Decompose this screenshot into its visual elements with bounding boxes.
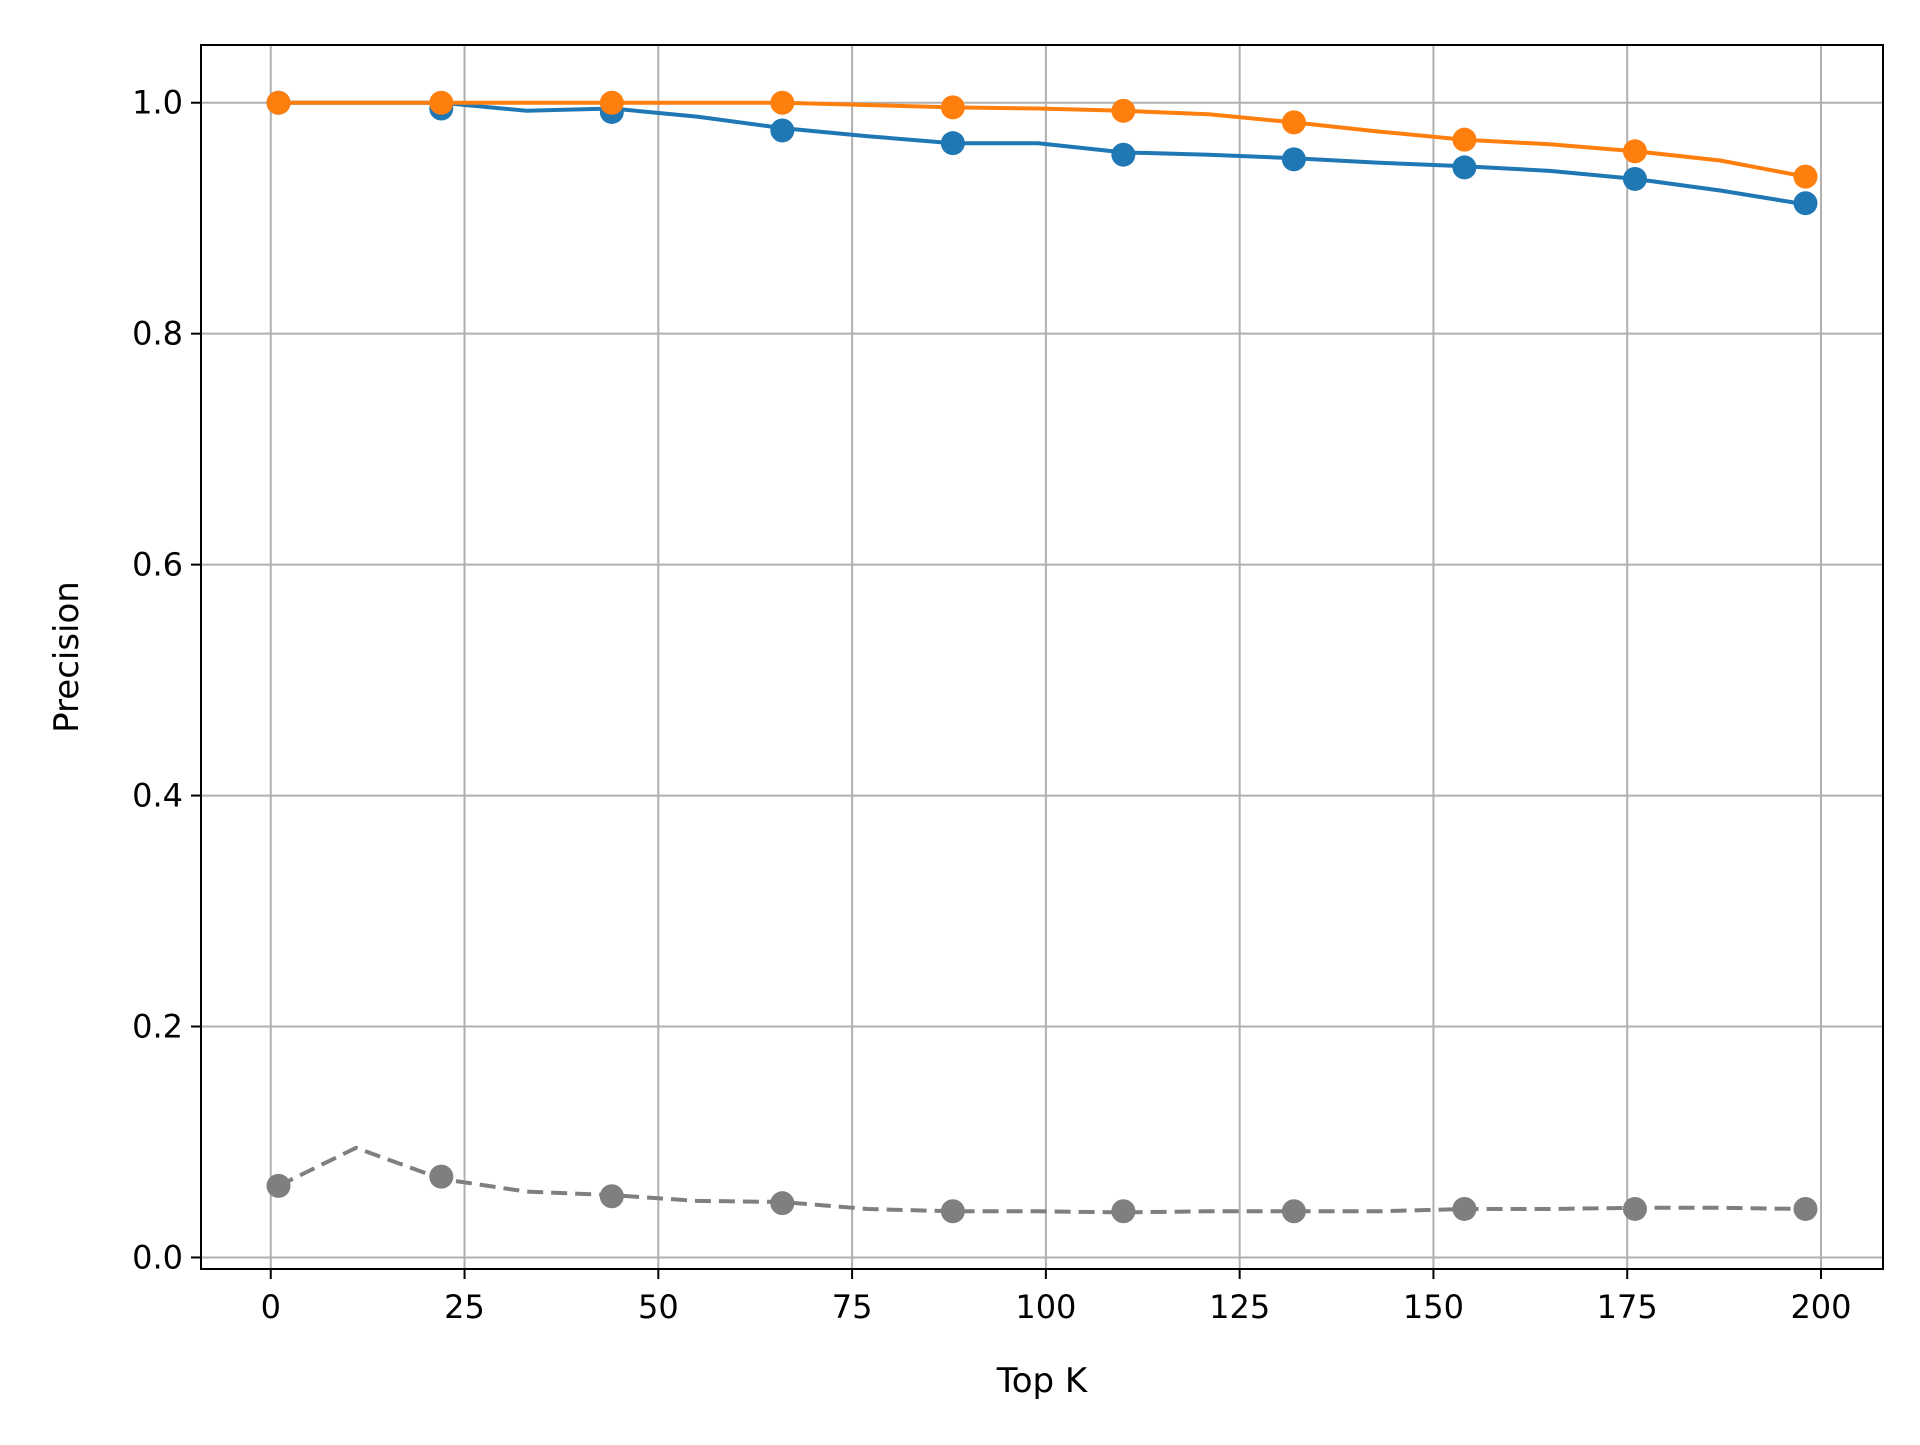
series-1-point <box>1793 191 1818 216</box>
series-3-point <box>429 1164 454 1189</box>
series-1-line <box>278 100 1806 207</box>
series-3-point <box>1452 1196 1477 1221</box>
series-3-line <box>277 1145 1806 1215</box>
y-tick-label: 0.8 <box>132 315 183 353</box>
y-tick-label: 0.2 <box>132 1008 183 1046</box>
y-tick-label: 0.6 <box>132 546 183 584</box>
x-tick-label: 175 <box>1597 1288 1658 1326</box>
series-1-point <box>1452 155 1477 180</box>
series-1-point <box>1281 147 1306 172</box>
series-3-point <box>599 1184 624 1209</box>
series-3-point <box>1622 1196 1647 1221</box>
series-2-point <box>1622 139 1647 164</box>
series-3-point <box>770 1191 795 1216</box>
series-3-point <box>1793 1196 1818 1221</box>
x-tick-label: 100 <box>1015 1288 1076 1326</box>
x-tick-label: 125 <box>1209 1288 1270 1326</box>
series-2-point <box>1281 110 1306 135</box>
series-2-line <box>278 100 1806 179</box>
series-2 <box>266 90 1818 189</box>
series-3-point <box>940 1199 965 1224</box>
x-tick-label: 50 <box>638 1288 679 1326</box>
x-axis-label: Top K <box>996 1361 1089 1401</box>
series-1-point <box>770 118 795 143</box>
x-tick-label: 0 <box>261 1288 281 1326</box>
plot-background <box>201 45 1883 1269</box>
y-tick-label: 1.0 <box>132 84 183 122</box>
series-3-point <box>1281 1199 1306 1224</box>
y-axis-label: Precision <box>47 581 87 733</box>
x-tick-label: 75 <box>832 1288 873 1326</box>
series-1-point <box>1111 142 1136 167</box>
series-2-point <box>1111 98 1136 123</box>
y-tick-label: 0.4 <box>132 777 183 815</box>
series-1-point <box>940 131 965 156</box>
series-2-point <box>1793 164 1818 189</box>
series-1-point <box>1622 166 1647 191</box>
series-3-point <box>1111 1199 1136 1224</box>
tick-marks: 0 25 50 75 100 125 150 175 200 0.0 0.2 0.4 0.6 0.8 1.0 <box>132 84 1851 1326</box>
x-tick-label: 25 <box>444 1288 485 1326</box>
series-3 <box>266 1145 1818 1224</box>
series-2-point <box>940 95 965 120</box>
series-2-point <box>599 90 624 115</box>
series-layer <box>266 90 1818 1224</box>
plot-frame <box>200 44 1884 1270</box>
series-2-point <box>266 90 291 115</box>
y-tick-label: 0.0 <box>132 1238 183 1276</box>
x-tick-label: 200 <box>1790 1288 1851 1326</box>
grid-lines <box>201 45 1883 1269</box>
series-3-point <box>266 1173 291 1198</box>
series-2-point <box>770 90 795 115</box>
x-tick-label: 150 <box>1403 1288 1464 1326</box>
series-2-point <box>1452 127 1477 152</box>
series-2-point <box>429 90 454 115</box>
